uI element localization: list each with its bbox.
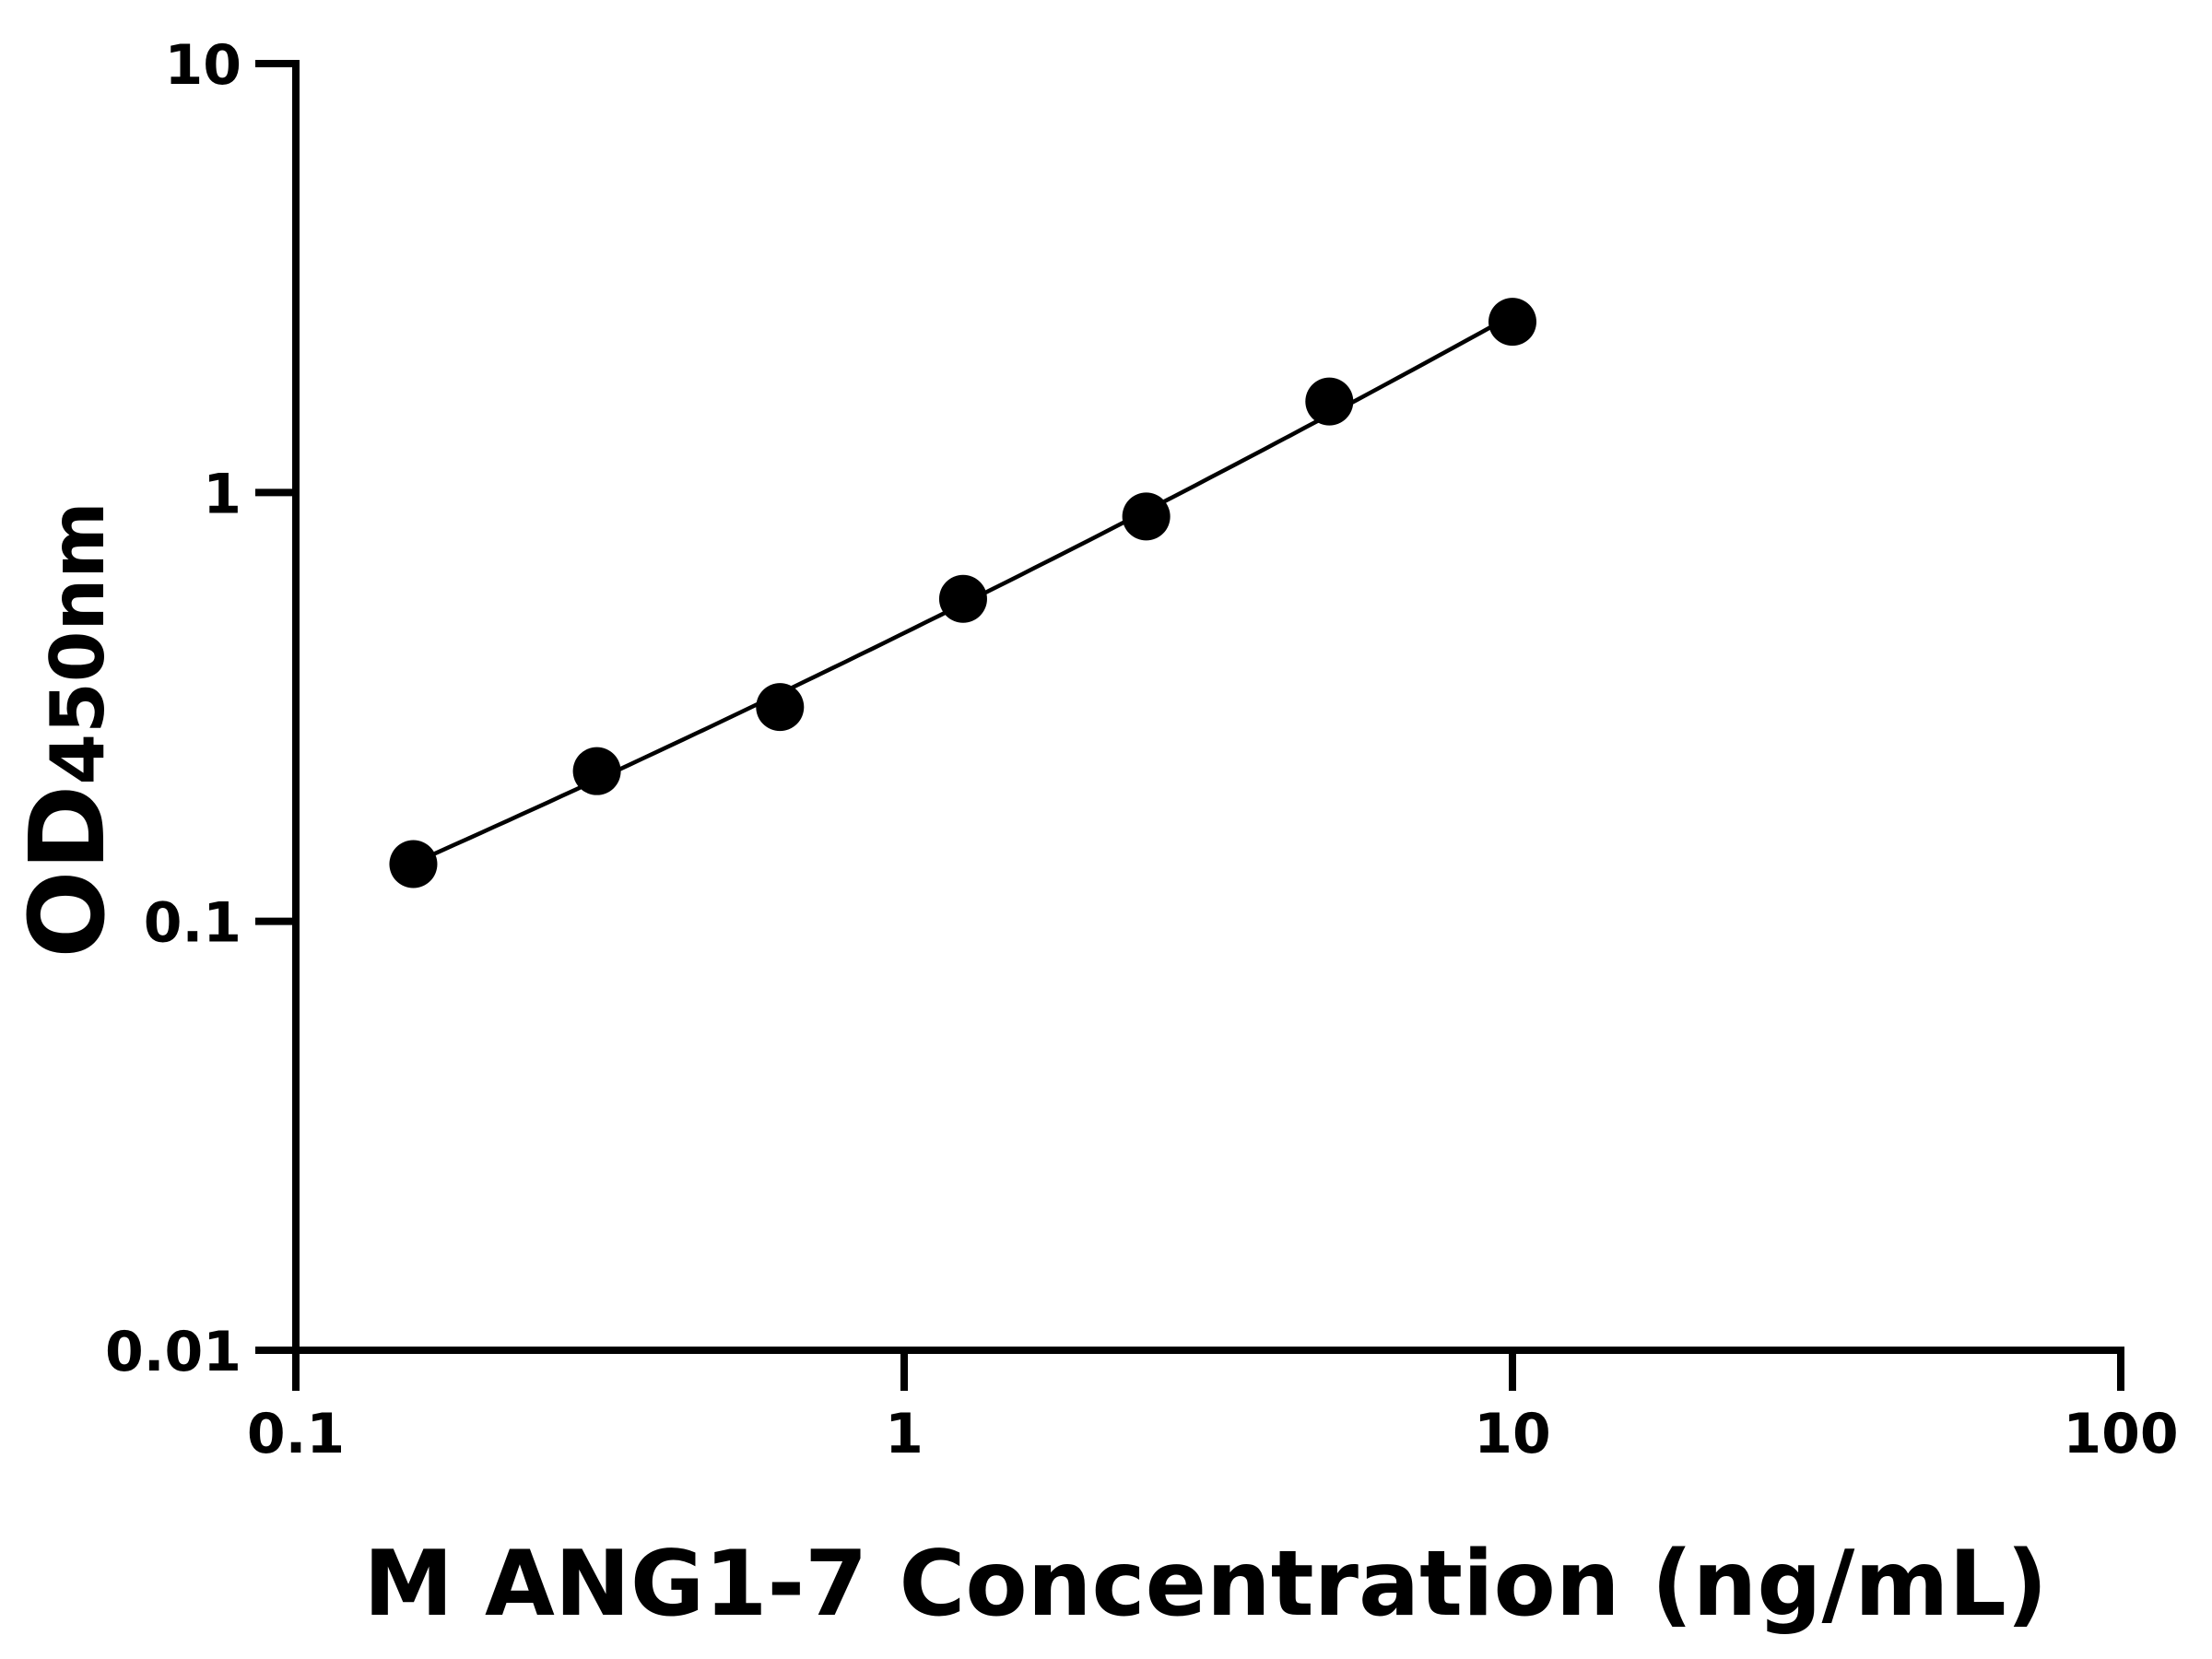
x-tick-label: 100 xyxy=(2063,1402,2178,1466)
y-tick-label: 10 xyxy=(165,33,242,98)
x-tick-label: 1 xyxy=(885,1402,924,1466)
y-axis-label-main: OD xyxy=(8,785,128,959)
x-tick-label: 10 xyxy=(1474,1402,1551,1466)
data-point xyxy=(389,840,438,888)
y-tick-labels: 0.01 0.1 1 10 xyxy=(105,33,241,1384)
x-tick-label: 0.1 xyxy=(247,1402,345,1466)
y-axis-label-subscript: 450nm xyxy=(35,501,121,784)
y-axis-label: OD450nm xyxy=(8,501,128,959)
y-tick-label: 1 xyxy=(203,462,241,526)
x-tick-labels: 0.1 1 10 100 xyxy=(247,1402,2179,1466)
data-point xyxy=(1305,377,1354,426)
data-point xyxy=(1122,492,1171,541)
y-tick-label: 0.01 xyxy=(105,1320,241,1384)
data-point xyxy=(1488,298,1536,347)
axes xyxy=(255,60,2124,1391)
data-points xyxy=(389,298,1536,888)
data-point xyxy=(756,683,805,732)
x-axis-label: M ANG1-7 Concentration (ng/mL) xyxy=(363,1532,2047,1637)
data-point xyxy=(572,747,621,795)
data-point xyxy=(938,574,987,623)
y-tick-label: 0.1 xyxy=(144,891,241,956)
